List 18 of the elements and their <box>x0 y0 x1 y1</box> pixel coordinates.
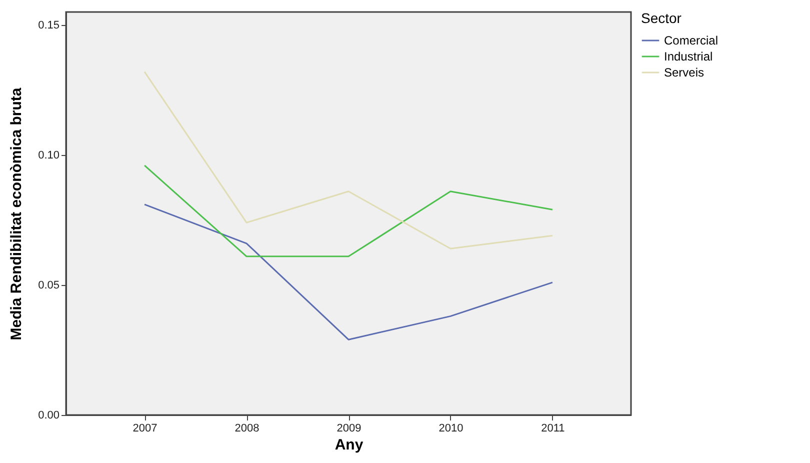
x-tick-label: 2009 <box>336 422 362 434</box>
x-tick-label: 2011 <box>541 422 565 434</box>
legend-label: Serveis <box>664 66 704 80</box>
x-axis-title: Any <box>334 436 364 454</box>
line-series <box>144 164 554 258</box>
legend-label: Industrial <box>664 50 713 64</box>
y-axis-title: Media Rendibilitat econòmica bruta <box>8 87 26 340</box>
y-tick-label: 0.15 <box>38 20 60 32</box>
y-tick-label: 0.00 <box>38 410 60 422</box>
x-tick-label: 2010 <box>438 422 464 434</box>
legend-label: Comercial <box>664 34 718 48</box>
y-tick-label: 0.05 <box>38 280 60 292</box>
y-tick-label: 0.10 <box>38 150 60 162</box>
x-tick-label: 2008 <box>234 422 260 434</box>
line-series <box>144 71 554 250</box>
line-series <box>144 204 554 340</box>
x-tick-label: 2007 <box>132 422 158 434</box>
legend-title: Sector <box>641 10 682 26</box>
